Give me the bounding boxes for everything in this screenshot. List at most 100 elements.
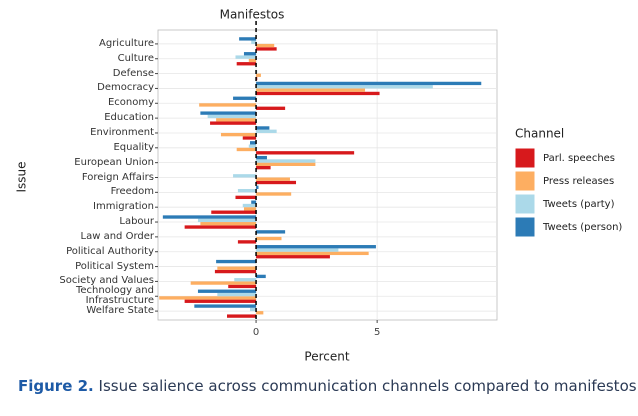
bar (248, 58, 257, 63)
y-tick-label: Agriculture (99, 37, 154, 49)
y-tick-label: Technology and Infrastructure (75, 285, 154, 307)
bar (256, 274, 266, 279)
bar (159, 296, 257, 300)
bar (256, 311, 264, 315)
bar (256, 81, 482, 86)
bar (190, 281, 257, 285)
legend-label: Tweets (party) (542, 199, 615, 210)
legend-label: Parl. speeches (543, 153, 615, 164)
y-tick-label: Freedom (110, 186, 154, 198)
x-tick-label: 5 (374, 327, 380, 338)
bar (227, 314, 257, 318)
x-tick-label: 0 (253, 327, 259, 338)
bar (256, 180, 297, 185)
bar (256, 85, 433, 89)
bar (251, 40, 257, 44)
bar (184, 299, 257, 303)
bar (162, 215, 257, 219)
bar (251, 200, 257, 204)
bar (237, 189, 257, 193)
bar (256, 162, 316, 166)
bar (242, 203, 257, 208)
chart-title: Manifestos (220, 8, 285, 22)
bar (236, 147, 257, 152)
y-tick-label: Defense (112, 67, 154, 79)
bar (250, 307, 257, 312)
y-tick-label: Democracy (97, 82, 154, 94)
bar (256, 230, 286, 234)
bar (235, 55, 257, 59)
y-tick-label: Society and Values (59, 275, 154, 287)
bar (233, 96, 257, 100)
bar (256, 106, 286, 110)
bar (250, 141, 257, 145)
bar (194, 304, 257, 308)
bar (200, 111, 257, 115)
legend-label: Tweets (person) (542, 222, 622, 233)
y-tick-label: Environment (90, 126, 154, 138)
legend-title: Channel (515, 127, 564, 141)
bar (220, 132, 257, 137)
y-tick-label: Political Authority (66, 245, 154, 257)
y-tick-label: Law and Order (80, 230, 154, 242)
bar (256, 185, 259, 190)
bar (256, 43, 275, 48)
bar (184, 225, 257, 229)
bar (256, 155, 267, 160)
bar (256, 251, 369, 256)
y-tick-label: Political System (75, 260, 154, 272)
legend-key (514, 170, 536, 192)
panel (157, 29, 498, 321)
bar (256, 91, 380, 96)
bar (248, 144, 257, 148)
bar (210, 121, 257, 125)
y-tick-label: Economy (107, 97, 154, 109)
bar (217, 292, 257, 297)
caption-label: Figure 2. (18, 377, 94, 395)
bar (214, 269, 257, 274)
y-tick-label: Education (104, 112, 154, 124)
bar (211, 210, 257, 214)
bar (256, 88, 366, 92)
legend-key (514, 216, 536, 238)
bar (228, 284, 257, 289)
bar (237, 240, 257, 244)
y-tick-label: Immigration (93, 201, 154, 213)
bar (243, 52, 257, 56)
bar (197, 218, 257, 223)
x-axis-label: Percent (304, 350, 349, 364)
bar (239, 37, 257, 41)
bar (256, 129, 277, 133)
y-tick-label: Foreign Affairs (81, 171, 154, 183)
legend-key (514, 147, 536, 169)
bar (233, 174, 257, 178)
bar (243, 207, 257, 211)
bar (236, 62, 257, 66)
caption-text: Issue salience across communication chan… (98, 377, 638, 395)
bar (197, 289, 257, 293)
bar (256, 47, 277, 51)
bar (256, 177, 290, 181)
bar (256, 255, 330, 259)
y-tick-label: Welfare State (86, 305, 154, 317)
bar (199, 103, 257, 107)
legend-label: Press releases (543, 176, 614, 187)
bar (242, 136, 257, 140)
bar (217, 266, 257, 270)
bar (256, 245, 376, 249)
bar (234, 278, 257, 282)
bar (256, 73, 261, 77)
bar (216, 259, 257, 264)
bar (256, 236, 282, 241)
y-tick-label: Equality (113, 141, 154, 153)
bar (256, 192, 292, 196)
bar (216, 118, 257, 122)
bar (256, 248, 339, 252)
bar (200, 222, 257, 226)
bar (235, 195, 257, 200)
bar (256, 151, 355, 155)
y-tick-label: European Union (74, 156, 154, 168)
caption: Figure 2. Issue salience across communic… (18, 377, 638, 395)
